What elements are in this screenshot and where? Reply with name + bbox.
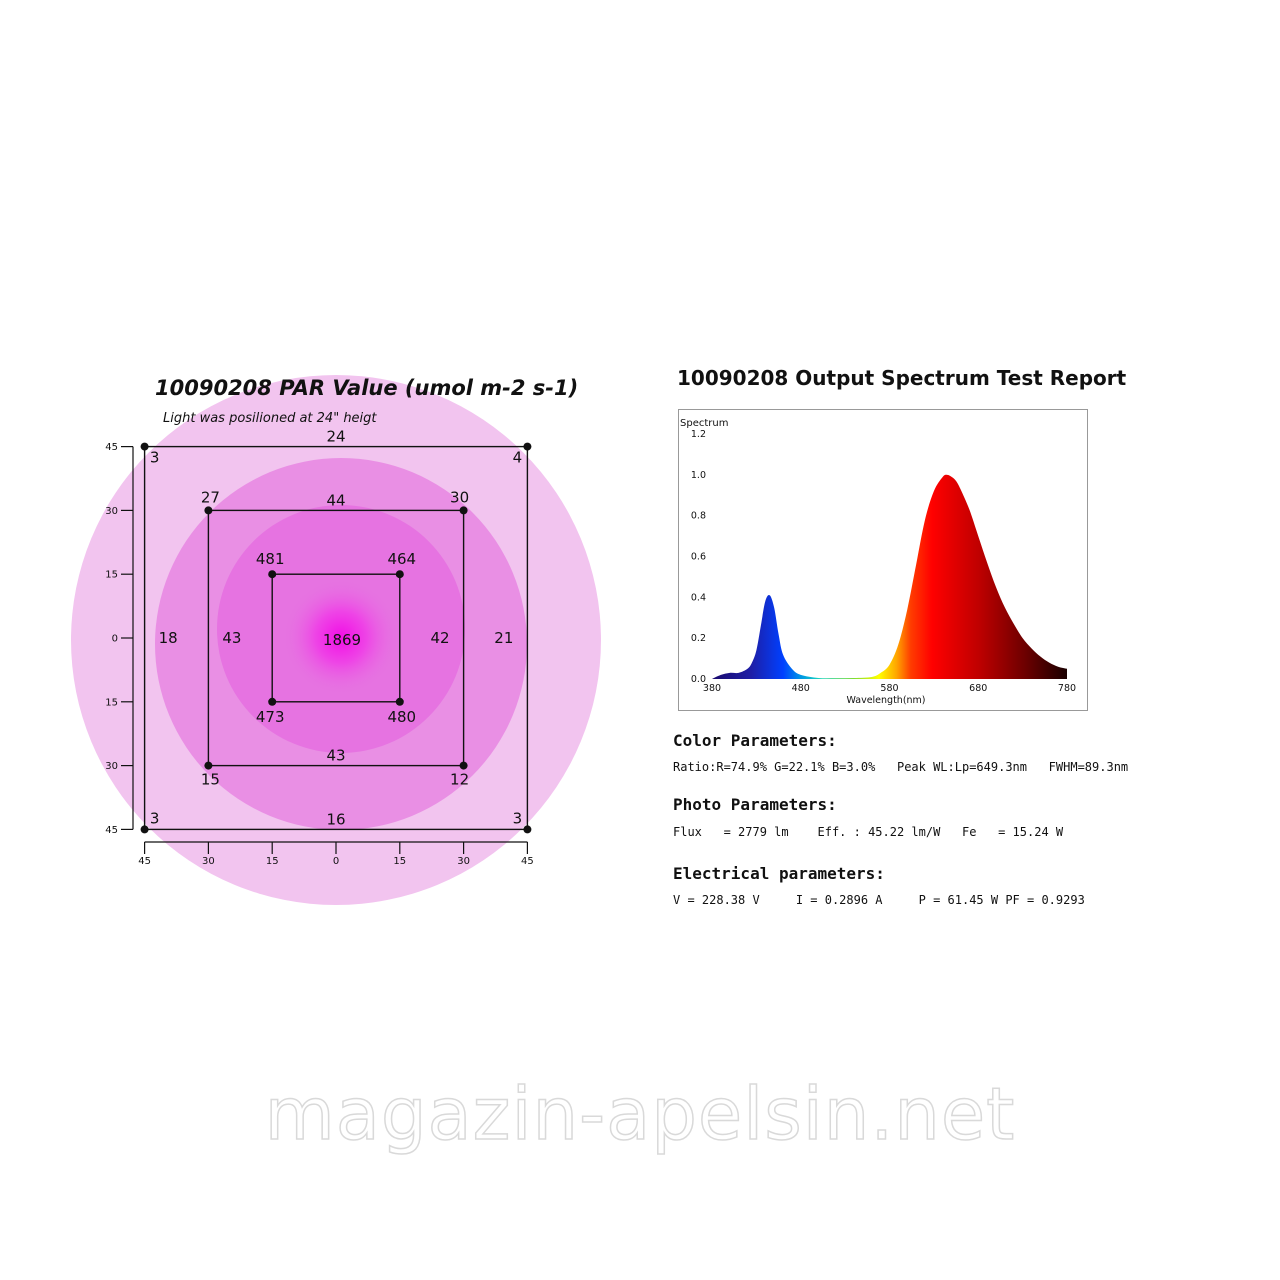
spectrum-y-tick-label: 0.2 [691, 633, 706, 644]
spectrum-x-ticks: 380 480 580 680 780 [703, 683, 1076, 694]
par-x-tick-label: 45 [521, 856, 534, 867]
spectrum-y-tick-label: 0.8 [691, 511, 706, 522]
par-measure-dot [204, 506, 213, 515]
par-frame-45 [143, 445, 529, 831]
spectrum-y-tick-label: 1.0 [691, 470, 706, 481]
par-center-hotspot [283, 579, 399, 695]
par-value-label: 12 [450, 771, 469, 789]
spectrum-y-ticks: 0.0 0.2 0.4 0.6 0.8 1.0 1.2 [691, 429, 706, 685]
par-x-tick-label: 15 [393, 856, 406, 867]
par-value-label: 21 [494, 629, 513, 647]
par-value-label: 15 [201, 771, 220, 789]
par-subtitle: Light was posilioned at 24" heigt [163, 411, 377, 426]
par-y-tick-label: 0 [112, 634, 118, 645]
par-value-label: 480 [387, 708, 416, 726]
spectrum-y-tick-label: 0.4 [691, 592, 706, 603]
par-value-label: 481 [256, 550, 285, 568]
spectrum-x-tick-label: 780 [1058, 683, 1076, 694]
electrical-parameters-values: V = 228.38 V I = 0.2896 A P = 61.45 W PF… [673, 893, 1085, 907]
par-y-tick-label: 45 [105, 442, 118, 453]
par-x-tick-label: 30 [457, 856, 470, 867]
spectrum-chart: Spectrum 0.0 0.2 0.4 0.6 0.8 1.0 1.2 380 480 580… [678, 409, 1088, 711]
par-value-label: 42 [431, 629, 450, 647]
par-frame-15 [271, 573, 401, 703]
par-measure-dot [395, 697, 404, 706]
spectrum-x-tick-label: 680 [969, 683, 987, 694]
spectrum-y-tick-label: 1.2 [691, 429, 706, 440]
par-y-tick-label: 15 [105, 570, 118, 581]
par-value-label: 4 [513, 449, 523, 467]
electrical-parameters-heading: Electrical parameters: [673, 864, 885, 883]
par-value-label: 3 [150, 809, 160, 827]
par-value-label: 16 [326, 810, 345, 828]
color-parameters-heading: Color Parameters: [673, 731, 837, 750]
color-parameters-values: Ratio:R=74.9% G=22.1% B=3.0% Peak WL:Lp=… [673, 760, 1129, 774]
par-measure-dot [523, 442, 532, 451]
par-x-tick-label: 45 [138, 856, 151, 867]
par-y-tick-label: 45 [105, 825, 118, 836]
par-center-value: 1869 [323, 631, 361, 649]
par-measure-dot [523, 825, 532, 834]
par-axes [121, 446, 529, 854]
par-value-label: 473 [256, 708, 285, 726]
par-value-labels: 45 45 30 30 15 15 0 0 15 15 30 30 45 45 3 24 4 18 21 3 16 3 27… [105, 428, 534, 867]
par-value-label: 464 [387, 550, 416, 568]
par-measure-dot [268, 697, 277, 706]
par-y-tick-label: 30 [105, 506, 118, 517]
par-measure-dot [268, 570, 277, 579]
spectrum-y-tick-label: 0.0 [691, 674, 706, 685]
par-x-tick-label: 15 [266, 856, 279, 867]
photo-parameters-heading: Photo Parameters: [673, 795, 837, 814]
par-value-label: 18 [159, 629, 178, 647]
par-measure-dot [204, 761, 213, 770]
par-map-chart: 45 45 30 30 15 15 0 0 15 15 30 30 45 45 3 24 4 18 21 3 16 3 27… [71, 375, 601, 905]
par-value-label: 3 [150, 449, 160, 467]
par-value-label: 24 [326, 428, 345, 446]
spectrum-x-tick-label: 580 [880, 683, 898, 694]
par-measure-dots [140, 442, 532, 834]
par-measure-dot [395, 570, 404, 579]
par-y-tick-label: 30 [105, 761, 118, 772]
par-x-tick-label: 30 [202, 856, 215, 867]
par-measure-dot [459, 761, 468, 770]
par-measure-dot [459, 506, 468, 515]
par-value-label: 43 [222, 629, 241, 647]
photo-parameters-values: Flux = 2779 lm Eff. : 45.22 lm/W Fe = 15… [673, 825, 1064, 839]
par-x-tick-label: 0 [333, 856, 339, 867]
par-value-label: 27 [201, 488, 220, 506]
spectrum-x-tick-label: 380 [703, 683, 721, 694]
par-value-label: 44 [326, 491, 345, 509]
par-measure-dot [140, 442, 149, 451]
par-value-label: 43 [326, 747, 345, 765]
spectrum-x-label: Wavelength(nm) [846, 695, 925, 706]
spectrum-y-label: Spectrum [680, 418, 728, 429]
watermark-text: magazin-apelsin.net [264, 1071, 1016, 1157]
spectrum-area [712, 474, 1067, 679]
spectrum-title: 10090208 Output Spectrum Test Report [677, 366, 1127, 390]
par-frame-30 [207, 509, 465, 767]
spectrum-y-tick-label: 0.6 [691, 552, 706, 563]
par-value-label: 30 [450, 488, 469, 506]
spectrum-x-tick-label: 480 [792, 683, 810, 694]
par-value-label: 3 [513, 809, 523, 827]
par-frames [143, 445, 529, 831]
par-measure-dot [140, 825, 149, 834]
par-y-tick-label: 15 [105, 697, 118, 708]
par-title: 10090208 PAR Value (umol m-2 s-1) [155, 376, 579, 400]
